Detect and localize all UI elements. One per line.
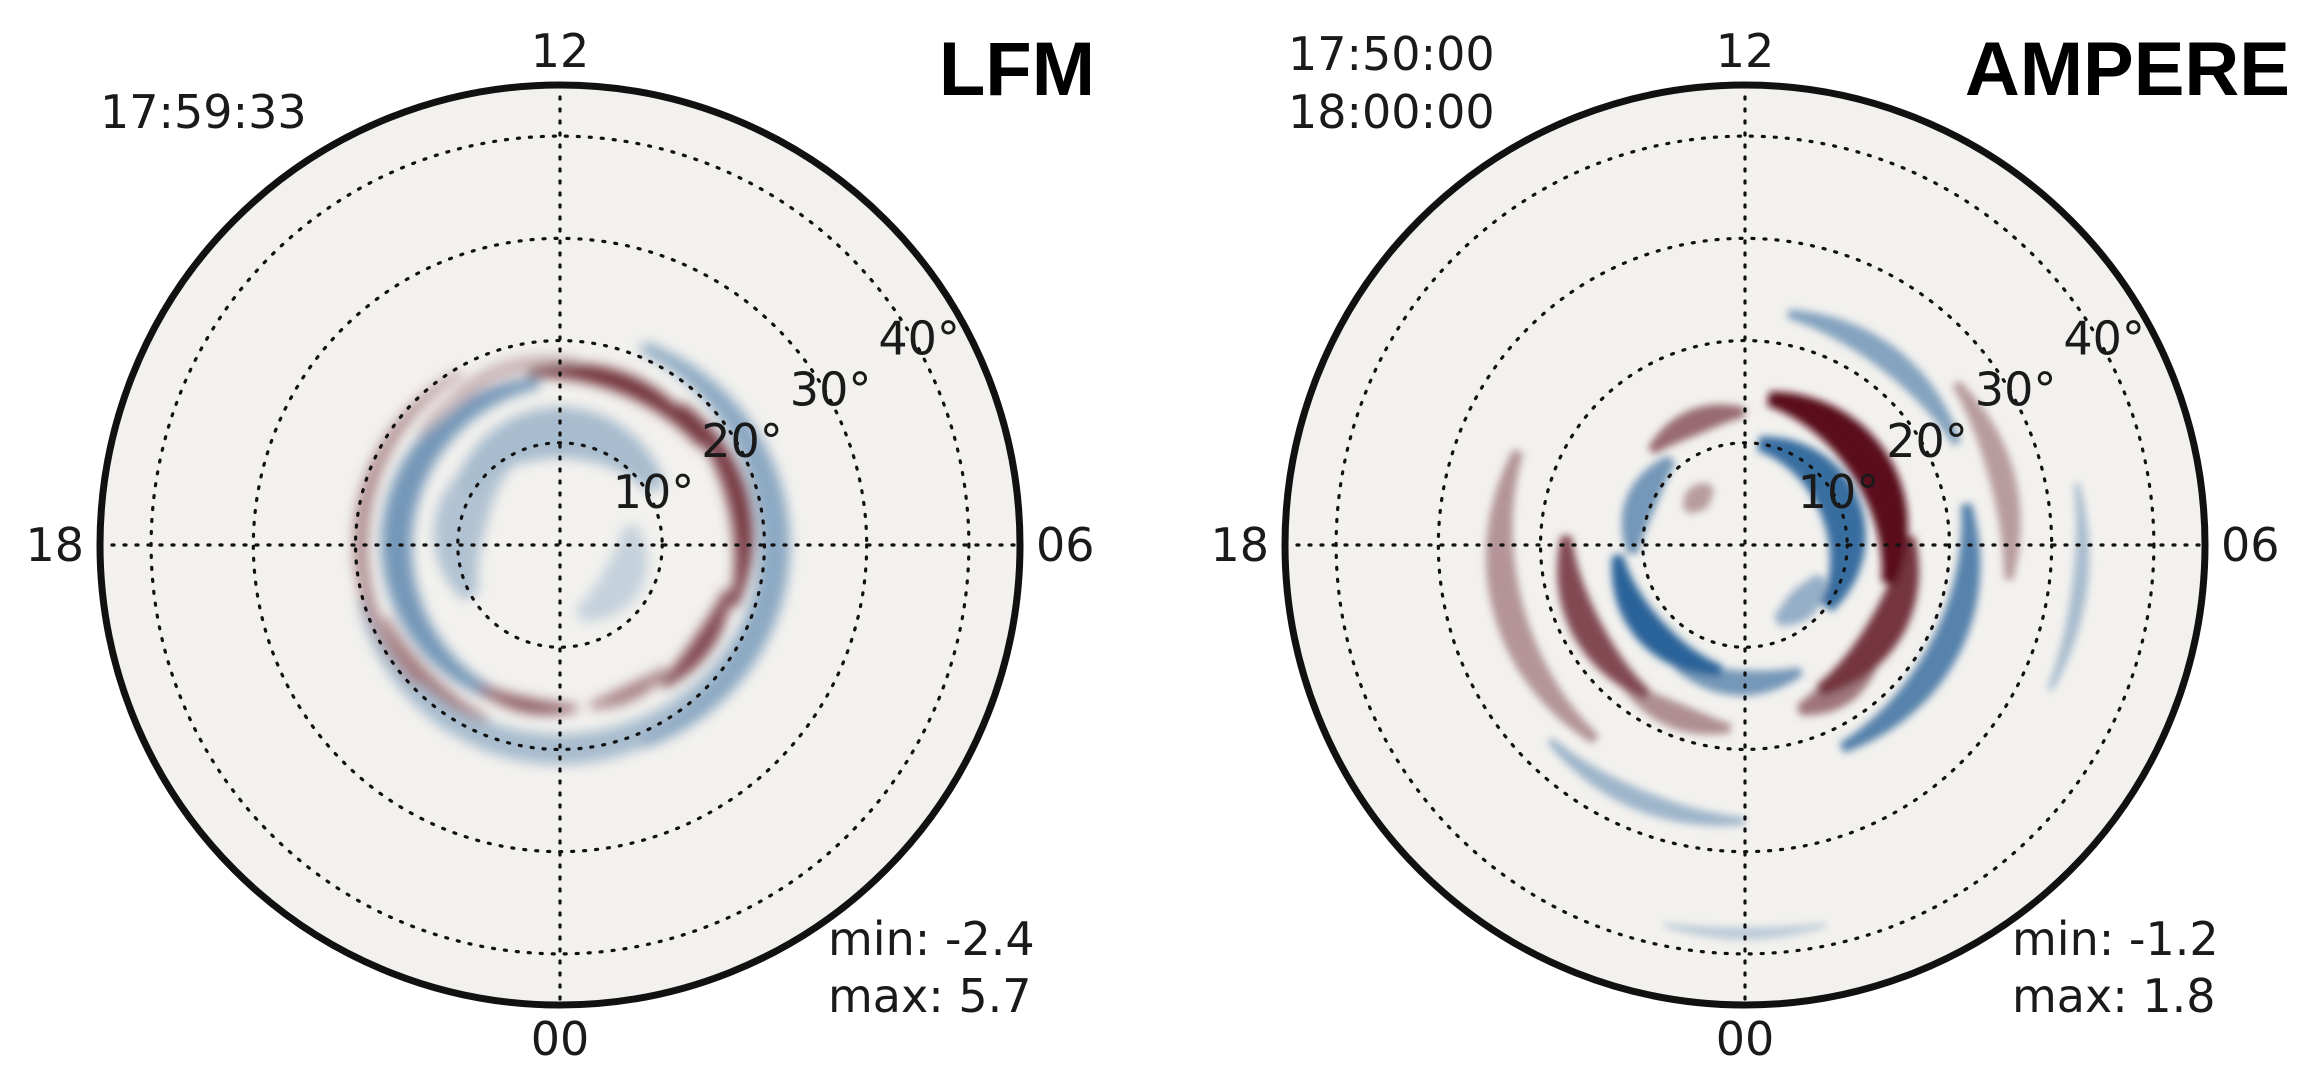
downward-current-region bbox=[1839, 503, 1981, 753]
mlt-label-18: 18 bbox=[25, 518, 84, 572]
downward-current-region bbox=[1774, 574, 1826, 626]
plot-disc bbox=[1285, 85, 2205, 1005]
timestamp-label: 18:00:00 bbox=[1288, 85, 1495, 139]
ring-label: 20° bbox=[701, 414, 783, 468]
upward-current-region bbox=[676, 402, 754, 608]
downward-current-region bbox=[1611, 554, 1723, 676]
mlt-label-12: 12 bbox=[531, 24, 590, 78]
downward-current-region bbox=[381, 377, 540, 702]
downward-current-region bbox=[454, 407, 666, 494]
downward-current-region bbox=[433, 448, 514, 601]
polar-panel-lfm: 10°20°30°40° 12 00 18 06 LFM 17:59:33 min: -2.4… bbox=[25, 24, 1095, 1066]
downward-current-region bbox=[2047, 483, 2090, 692]
mlt-label-00: 00 bbox=[1716, 1012, 1775, 1066]
max-label: max: 5.7 bbox=[828, 969, 1032, 1023]
min-label: min: -1.2 bbox=[2012, 912, 2219, 966]
upward-current-region bbox=[1485, 449, 1599, 744]
timestamp-label: 17:50:00 bbox=[1288, 27, 1495, 81]
polar-panel-ampere: 10°20°30°40° 12 00 18 06 AMPERE 17:50:0018:00:… bbox=[1210, 24, 2290, 1066]
upward-current-region bbox=[416, 377, 493, 438]
mlt-label-06: 06 bbox=[2221, 518, 2280, 572]
current-field bbox=[353, 341, 790, 765]
upward-current-region bbox=[383, 616, 489, 722]
ring-label: 40° bbox=[878, 312, 960, 366]
ring-label: 10° bbox=[613, 465, 695, 519]
min-label: min: -2.4 bbox=[828, 912, 1035, 966]
upward-current-region bbox=[1767, 391, 1908, 586]
colatitude-ring bbox=[1641, 441, 1849, 649]
max-label: max: 1.8 bbox=[2012, 969, 2216, 1023]
upward-current-region bbox=[476, 684, 578, 715]
ring-label: 20° bbox=[1886, 414, 1968, 468]
downward-current-region bbox=[576, 524, 648, 622]
ring-label: 30° bbox=[1975, 363, 2057, 417]
downward-current-region bbox=[1621, 455, 1676, 555]
upward-current-region bbox=[1622, 681, 1731, 735]
downward-current-region bbox=[1547, 737, 1745, 826]
mlt-label-18: 18 bbox=[1210, 518, 1269, 572]
mlt-label-00: 00 bbox=[531, 1012, 590, 1066]
upward-current-region bbox=[660, 589, 732, 689]
upward-current-region bbox=[1557, 535, 1651, 700]
colatitude-ring bbox=[456, 441, 664, 649]
ring-label: 40° bbox=[2063, 312, 2145, 366]
upward-current-region bbox=[1647, 404, 1745, 455]
upward-current-region bbox=[1683, 483, 1714, 514]
plot-disc bbox=[100, 85, 1020, 1005]
plot-boundary bbox=[96, 81, 1024, 1009]
ring-label: 30° bbox=[790, 363, 872, 417]
mlt-label-12: 12 bbox=[1716, 24, 1775, 78]
downward-current-region bbox=[1787, 309, 1962, 446]
current-field bbox=[1485, 309, 2090, 940]
mlt-label-06: 06 bbox=[1036, 518, 1095, 572]
downward-current-region bbox=[640, 341, 790, 749]
upward-current-region bbox=[353, 370, 462, 688]
upward-current-region bbox=[589, 667, 669, 709]
panel-title: AMPERE bbox=[1965, 27, 2290, 112]
downward-current-region bbox=[1663, 922, 1827, 940]
upward-current-region bbox=[1952, 380, 2021, 581]
plot-boundary bbox=[1281, 81, 2209, 1009]
upward-current-region bbox=[527, 363, 707, 449]
ring-label: 10° bbox=[1798, 465, 1880, 519]
downward-current-region bbox=[1757, 436, 1866, 612]
timestamp-label: 17:59:33 bbox=[100, 85, 307, 139]
panel-title: LFM bbox=[939, 27, 1095, 112]
